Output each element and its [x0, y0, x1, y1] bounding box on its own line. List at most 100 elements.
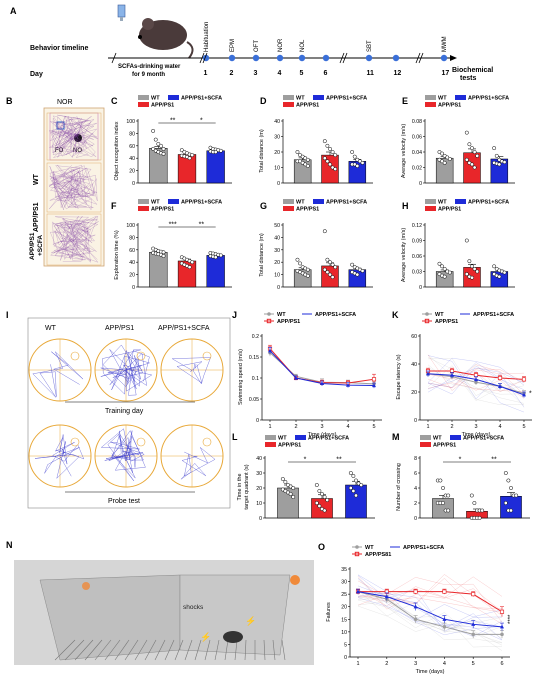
- data-point: [330, 262, 335, 267]
- y-tick-label: 30: [256, 471, 262, 477]
- legend-swatch-scfa: [313, 199, 324, 204]
- legend-label-wt: WT: [438, 96, 447, 102]
- mwm-col-app: APP/PS1: [105, 325, 134, 332]
- mwm-platform: [70, 351, 80, 361]
- individual-trace: [427, 382, 525, 392]
- data-point: [348, 486, 353, 490]
- data-point: [442, 266, 447, 271]
- data-point: [471, 632, 476, 637]
- data-point: [467, 142, 472, 147]
- legend-label-scfa: APP/PS1+SCFA: [463, 436, 504, 442]
- data-point: [464, 272, 469, 277]
- mwm-col-scfa: APP/PS1+SCFA: [158, 325, 210, 332]
- data-point: [499, 609, 505, 614]
- individual-trace: [427, 370, 525, 413]
- legend-swatch-scfa: [168, 199, 179, 204]
- data-point: [514, 493, 519, 498]
- panel-letter-a: A: [10, 6, 17, 16]
- legend-label-scfa: APP/PS1+SCFA: [468, 96, 509, 102]
- data-point: [475, 269, 480, 274]
- data-point: [446, 508, 451, 513]
- data-point: [322, 267, 327, 272]
- data-point: [472, 150, 477, 154]
- nor-row-app: APP/PS1: [33, 202, 40, 232]
- individual-trace: [357, 574, 503, 641]
- y-tick-label: 40: [274, 235, 280, 241]
- training-label: Training day: [105, 408, 144, 415]
- legend-swatch-app: [283, 102, 294, 107]
- nor-title: NOR: [57, 99, 73, 106]
- timeline-test-label: MWM: [442, 36, 448, 52]
- y-tick-label: 80: [129, 131, 135, 137]
- data-point: [447, 270, 452, 275]
- mwm-swim-path: [171, 357, 211, 385]
- data-point: [330, 150, 335, 154]
- legend-swatch-wt: [425, 199, 436, 204]
- chart-c: WT APP/PS1+SCFA APP/PS1 0 20 40 60 80 100 Object …: [114, 95, 232, 187]
- individual-trace: [357, 575, 503, 632]
- legend-label-app: APP/PS1: [277, 319, 300, 325]
- y-tick-label: 50: [274, 223, 280, 229]
- y-axis-label: Swimming speed (m/s): [238, 349, 244, 405]
- y-tick-label: 10: [274, 166, 280, 172]
- data-point: [333, 153, 338, 158]
- shock-grid-bar: [54, 639, 76, 661]
- mwm-platform: [70, 437, 80, 447]
- legend-label-app: APP/PS1: [151, 103, 174, 109]
- data-point: [351, 489, 356, 493]
- data-point: [330, 275, 335, 280]
- individual-trace: [357, 578, 503, 646]
- timeline-day-label: Day: [30, 71, 43, 78]
- x-axis-label: Time (days): [416, 669, 445, 675]
- data-point: [333, 167, 338, 172]
- y-tick-label: 40: [411, 362, 417, 368]
- series-line-app-ps1: [269, 348, 375, 384]
- data-point: [161, 254, 166, 258]
- data-point: [288, 492, 293, 496]
- x-tick-label: 3: [320, 424, 323, 430]
- legend-label-scfa: APP/PS1+SCFA: [308, 436, 349, 442]
- chart-m: WT APP/PS1+SCFA APP/PS1 0 2 4 6 8 Number of cros…: [396, 435, 530, 522]
- timeline-day-dot: [365, 54, 373, 62]
- data-point: [317, 489, 322, 493]
- shock-grid-bar: [194, 639, 202, 661]
- y-axis-label: Total distance (m): [259, 129, 265, 173]
- no-label: NO: [73, 148, 82, 154]
- x-tick-label: 2: [385, 661, 388, 667]
- x-tick-label: 2: [294, 424, 297, 430]
- data-point: [474, 377, 478, 381]
- panel-letter-h: H: [402, 201, 409, 211]
- data-point: [350, 262, 355, 267]
- y-tick-label: 0: [256, 418, 259, 424]
- individual-trace: [357, 594, 503, 613]
- individual-trace: [357, 601, 503, 639]
- legend-swatch-app: [265, 442, 276, 447]
- y-tick-label: 0: [419, 181, 422, 187]
- legend-label-app: APP/PS1: [435, 319, 458, 325]
- panel-letter-f: F: [111, 201, 117, 211]
- x-axis-label: Time (days): [462, 432, 491, 438]
- nor-track-box: [46, 213, 102, 266]
- timeline-day-number: 17: [442, 70, 450, 77]
- data-point: [441, 501, 445, 505]
- panel-b: B NOR FO NO WT APP/PS1 APP/PS1 +SCFA: [6, 96, 105, 267]
- shock-grid-bar: [263, 639, 266, 661]
- data-point: [502, 270, 507, 275]
- y-axis-label: Exploration time (%): [114, 230, 120, 280]
- y-tick-label: 0.15: [249, 355, 259, 361]
- data-point: [438, 478, 443, 483]
- y-tick-label: 35: [341, 567, 347, 573]
- bar-app-ps1-scfa: [206, 150, 225, 184]
- data-point: [325, 270, 330, 275]
- legend-swatch-scfa: [450, 435, 461, 440]
- timeline-day-number: 5: [300, 70, 304, 77]
- legend-label-scfa: APP/PS1+SCFA: [326, 96, 367, 102]
- legend-label-app: APP/PS1: [433, 443, 456, 449]
- data-point: [317, 504, 322, 508]
- data-point: [305, 267, 310, 272]
- data-point: [190, 153, 195, 158]
- shock-grid-bar: [134, 639, 148, 661]
- individual-trace: [357, 592, 503, 637]
- mwm-platform: [202, 351, 212, 361]
- data-point: [325, 498, 330, 502]
